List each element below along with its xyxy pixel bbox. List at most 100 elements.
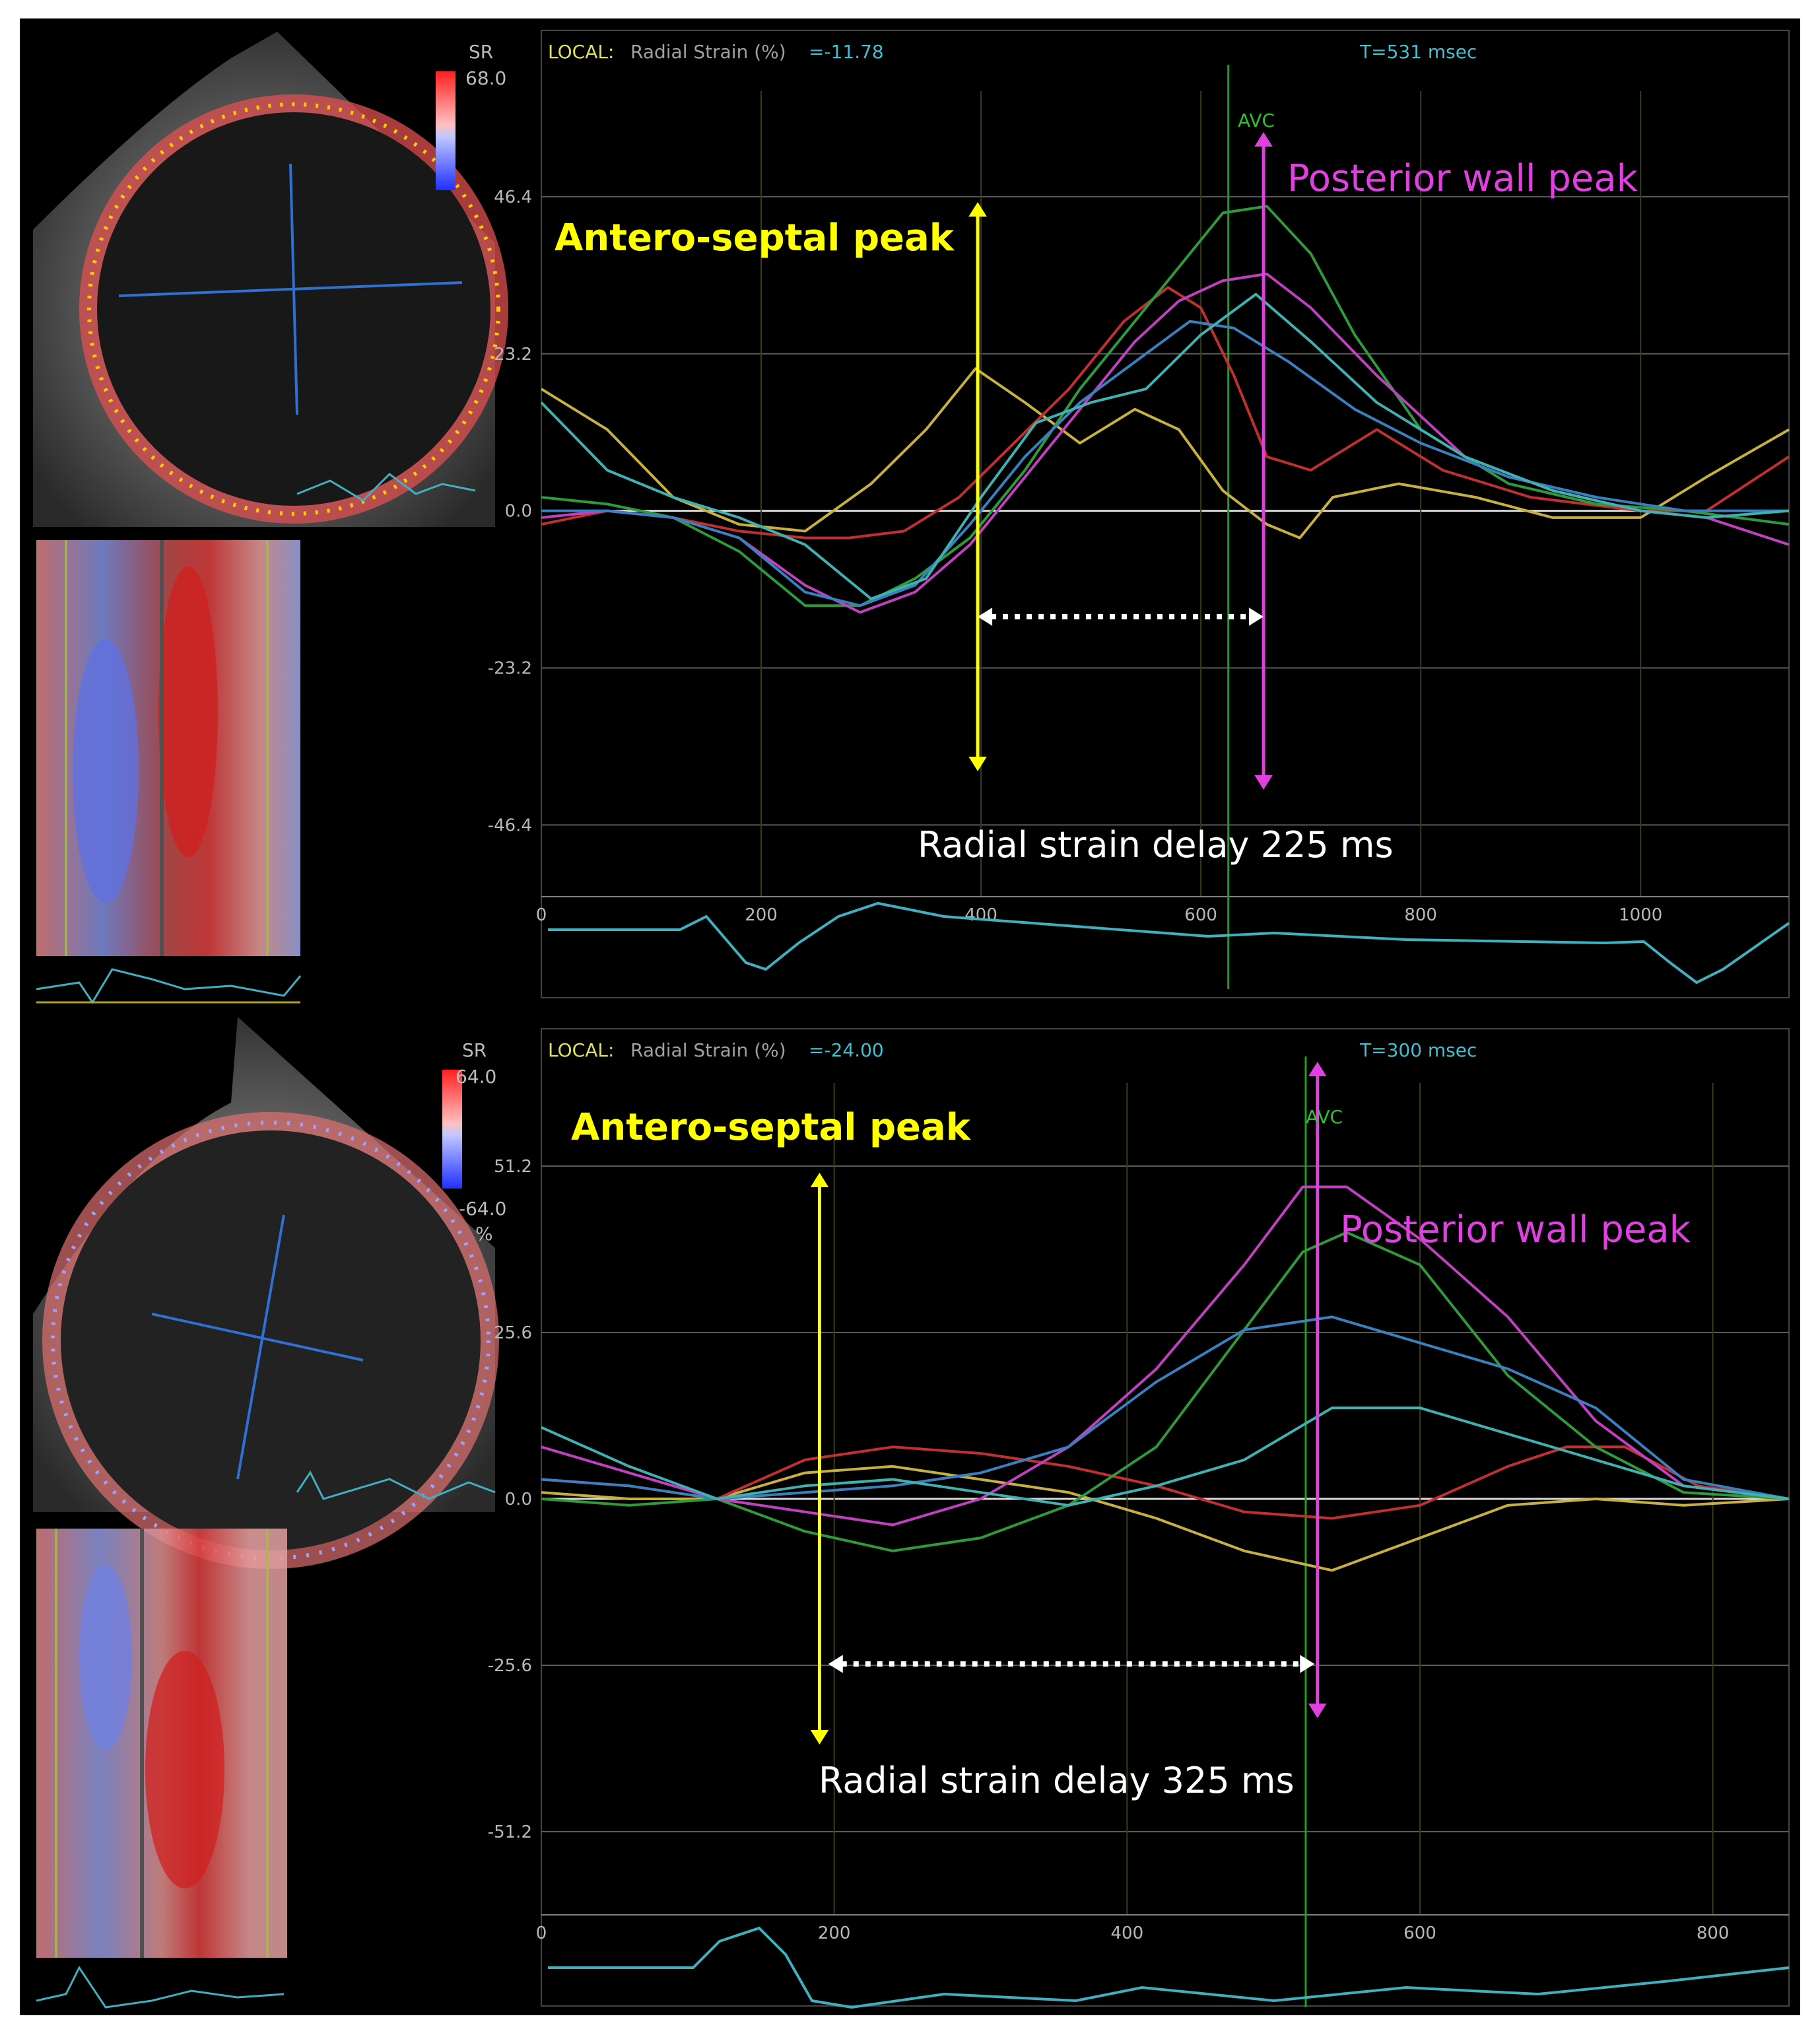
avc-label: AVC	[1306, 1106, 1343, 1128]
x-tick-label: 800	[1697, 1923, 1730, 1943]
strip-blue-region	[73, 639, 139, 903]
antero-septal-arrow-head-bottom	[810, 1730, 829, 1745]
bottom-panel-svg: SR 64.0 -64.0 % LOCAL: Radial Strain (%)…	[33, 1017, 1790, 2009]
posterior-wall-peak-label: Posterior wall peak	[1287, 157, 1638, 200]
x-tick-label: 0	[536, 905, 547, 925]
x-tick-label: 800	[1404, 905, 1437, 925]
ecg-trace	[548, 901, 1790, 985]
y-tick-label: -46.4	[488, 815, 532, 835]
echo-mini-ecg	[296, 1470, 496, 1500]
series-line-3	[541, 1231, 1790, 1552]
header-current-value: =-24.00	[809, 1039, 884, 1061]
x-tick-label: 600	[1403, 1923, 1436, 1943]
strip-red-region	[145, 1651, 224, 1888]
header-mode: LOCAL:	[548, 1039, 614, 1061]
header-quantity: Radial Strain (%)	[630, 41, 786, 63]
grid	[541, 1056, 1789, 2007]
delay-arrow-head-left	[978, 607, 993, 626]
axis-ticks: 51.2 25.6 0.0 -25.6 -51.2 0 200 400 600 800	[488, 1157, 1730, 1943]
series-line-3	[541, 205, 1790, 607]
series-line-6	[540, 293, 1790, 600]
delay-arrow-head-left	[828, 1655, 843, 1673]
chart-frame	[541, 30, 1790, 998]
antero-septal-peak-label: Antero-septal peak	[555, 217, 955, 259]
y-tick-label: -23.2	[488, 658, 532, 678]
echo-sector-image: SR 68.0	[33, 32, 508, 527]
series-line-5	[541, 320, 1789, 607]
strip-mini-ecg	[36, 1966, 285, 2009]
annotations	[810, 1062, 1327, 1745]
radial-strain-delay-label: Radial strain delay 325 ms	[819, 1760, 1295, 1801]
chart-frame	[541, 1028, 1790, 2007]
header-mode: LOCAL:	[548, 41, 614, 63]
avc-label: AVC	[1238, 110, 1275, 131]
tracking-points	[87, 102, 500, 516]
y-tick-label: 0.0	[505, 502, 532, 522]
axis-line-h	[118, 281, 463, 297]
color-scale-max: 64.0	[455, 1066, 496, 1088]
y-tick-label: 25.6	[494, 1323, 532, 1343]
posterior-wall-arrow-head-bottom	[1308, 1704, 1327, 1718]
axis-ticks: 46.4 23.2 0.0 -23.2 -46.4 0 200 400 600 800 1000	[488, 188, 1663, 925]
series-lines	[540, 205, 1790, 614]
figure-canvas: SR 68.0 LOCAL: Radial Strain (%) =-11.78	[20, 18, 1800, 2015]
axis-line-h	[151, 1313, 364, 1362]
echo-mini-ecg	[296, 473, 476, 502]
color-scale-bar	[442, 1070, 462, 1189]
echo-sector-image: SR 64.0 -64.0 %	[33, 1017, 506, 1569]
y-tick-label: 46.4	[494, 188, 532, 207]
series-line-1	[540, 367, 1790, 539]
ecg-trace	[548, 1926, 1790, 2009]
header-quantity: Radial Strain (%)	[630, 1039, 786, 1061]
radial-strain-delay-label: Radial strain delay 225 ms	[918, 824, 1394, 866]
strip-blue-region	[79, 1565, 132, 1750]
y-tick-label: 0.0	[505, 1490, 532, 1509]
delay-arrow-head-right	[1300, 1655, 1315, 1673]
series-line-4	[541, 1185, 1790, 1527]
strain-map-strip	[36, 1529, 287, 1958]
posterior-wall-arrow-head-top	[1254, 132, 1273, 147]
posterior-wall-peak-label: Posterior wall peak	[1340, 1208, 1691, 1251]
axis-line-v	[236, 1214, 285, 1480]
series-line-6	[541, 1406, 1790, 1507]
strip-red-region	[158, 567, 218, 857]
strip-mini-ecg	[36, 968, 302, 1004]
color-scale-min: -64.0	[459, 1198, 506, 1220]
delay-arrow-head-right	[1249, 607, 1264, 626]
antero-septal-arrow-head-bottom	[968, 757, 987, 771]
x-tick-label: 200	[818, 1923, 851, 1943]
color-scale-unit: SR	[469, 41, 493, 63]
x-tick-label: 600	[1184, 905, 1217, 925]
bottom-panel: SR 64.0 -64.0 % LOCAL: Radial Strain (%)…	[20, 1017, 1800, 2015]
color-scale-bar	[436, 71, 455, 190]
header-time-readout: T=531 msec	[1359, 41, 1477, 63]
header-time-readout: T=300 msec	[1359, 1039, 1477, 1061]
strain-map-strip	[36, 540, 300, 956]
x-tick-label: 400	[1111, 1923, 1144, 1943]
series-line-2	[541, 286, 1790, 539]
antero-septal-arrow-head-top	[968, 202, 987, 217]
annotations	[968, 132, 1273, 790]
color-scale-unit-bottom: %	[475, 1223, 493, 1245]
antero-septal-peak-label: Antero-septal peak	[571, 1106, 971, 1149]
x-tick-label: 0	[536, 1923, 547, 1943]
top-panel-svg: SR 68.0 LOCAL: Radial Strain (%) =-11.78	[33, 30, 1790, 1004]
posterior-wall-arrow-head-bottom	[1254, 775, 1273, 790]
series-line-1	[541, 1465, 1790, 1572]
header-current-value: =-11.78	[809, 41, 884, 63]
y-tick-label: -51.2	[488, 1822, 532, 1842]
x-tick-label: 1000	[1619, 905, 1662, 925]
series-lines	[541, 1185, 1790, 1572]
axis-line-v	[289, 163, 298, 415]
series-line-5	[541, 1315, 1790, 1500]
y-tick-label: -25.6	[488, 1656, 532, 1676]
y-tick-label: 51.2	[494, 1157, 532, 1177]
x-tick-label: 200	[745, 905, 778, 925]
series-line-4	[541, 272, 1790, 614]
posterior-wall-arrow-head-top	[1308, 1062, 1327, 1076]
color-scale-unit: SR	[462, 1039, 487, 1061]
top-panel: SR 68.0 LOCAL: Radial Strain (%) =-11.78	[20, 18, 1800, 1017]
tracking-points	[51, 1121, 490, 1560]
color-scale-max: 68.0	[465, 67, 506, 89]
y-tick-label: 23.2	[494, 345, 532, 364]
